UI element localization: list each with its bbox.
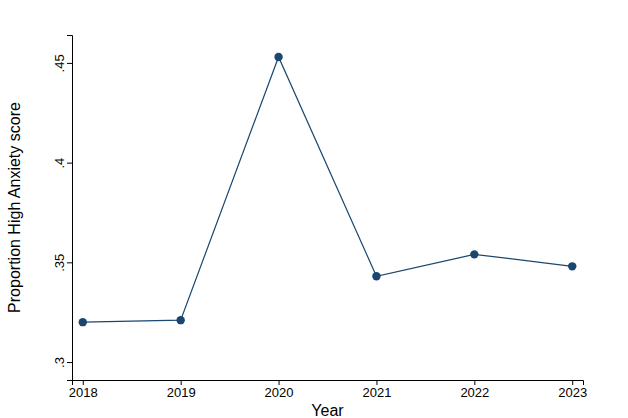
y-axis-title: Proportion High Anxiety score [6,102,23,313]
line [83,57,572,322]
marker [372,272,380,280]
y-axis-line [67,36,73,381]
y-tick: .4 [52,158,72,169]
y-tick-label: .35 [52,254,67,272]
x-tick-label: 2023 [558,385,587,400]
x-tick: 2021 [362,380,391,400]
marker [568,262,576,270]
chart: 2018 2019 2020 2021 2022 2023 .3 .35 .4 .45 Year Pr… [0,0,628,418]
y-tick: .35 [52,254,72,272]
y-tick-mark [67,362,72,363]
x-axis: 2018 2019 2020 2021 2022 2023 [69,380,587,400]
y-tick: .45 [52,54,72,72]
y-tick-label: .45 [52,54,67,72]
x-tick-label: 2022 [460,385,489,400]
y-tick-label: .3 [52,357,67,368]
plot: 2018 2019 2020 2021 2022 2023 .3 .35 .4 .45 [52,36,587,401]
y-axis: .3 .35 .4 .45 [52,36,73,381]
x-tick: 2023 [558,380,587,400]
x-tick-label: 2018 [69,385,98,400]
x-axis-line [73,381,584,386]
x-tick-label: 2019 [167,385,196,400]
y-tick-mark [67,262,72,263]
y-tick: .3 [52,357,72,368]
marker [274,53,282,61]
y-tick-mark [67,163,72,164]
x-tick-label: 2021 [362,385,391,400]
x-tick-label: 2020 [265,385,294,400]
x-tick: 2019 [167,380,196,400]
y-tick-mark [67,63,72,64]
marker [79,318,87,326]
marker [470,250,478,258]
y-tick-label: .4 [52,158,67,169]
series [79,53,577,327]
x-tick: 2018 [69,380,98,400]
data-layer [79,53,577,327]
x-tick: 2022 [460,380,489,400]
x-tick: 2020 [265,380,294,400]
marker [176,316,184,324]
x-axis-title: Year [311,402,344,418]
